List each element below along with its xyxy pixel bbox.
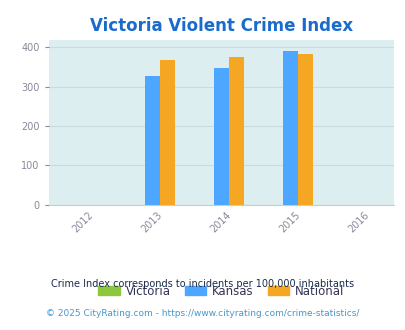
- Title: Victoria Violent Crime Index: Victoria Violent Crime Index: [90, 17, 352, 35]
- Bar: [144, 76, 160, 205]
- Text: © 2025 CityRating.com - https://www.cityrating.com/crime-statistics/: © 2025 CityRating.com - https://www.city…: [46, 309, 359, 318]
- Text: Crime Index corresponds to incidents per 100,000 inhabitants: Crime Index corresponds to incidents per…: [51, 279, 354, 289]
- Bar: [228, 57, 243, 205]
- Bar: [297, 54, 312, 205]
- Bar: [160, 60, 175, 205]
- Bar: [282, 50, 297, 205]
- Bar: [213, 68, 228, 205]
- Legend: Victoria, Kansas, National: Victoria, Kansas, National: [94, 280, 348, 302]
